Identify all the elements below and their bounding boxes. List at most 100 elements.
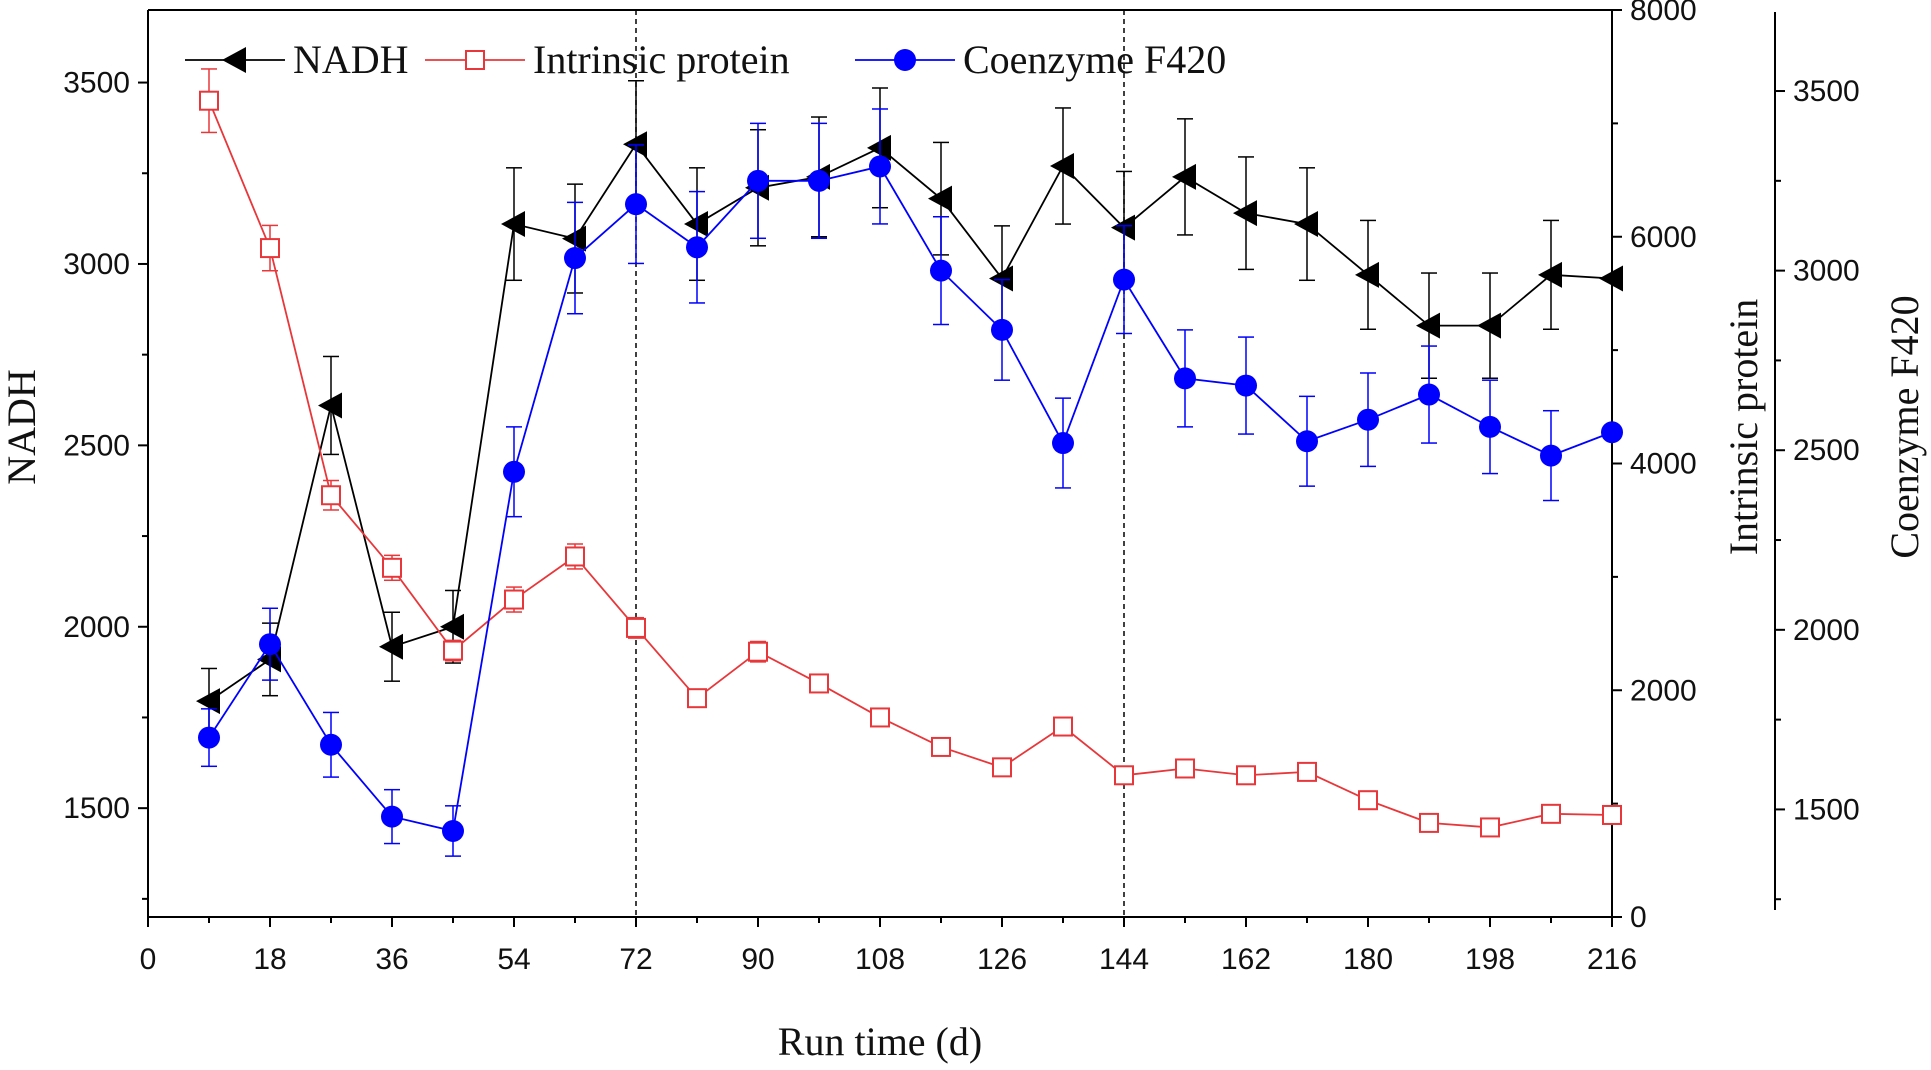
axes: 0 18 36 54 72 90 108 126 144 162 180 198 216 1500 2000… [63, 0, 1860, 976]
legend: NADH Intrinsic protein Coenzyme F420 [185, 37, 1226, 82]
left-tick-label: 2000 [63, 611, 130, 644]
data-point-intrinsic-protein [1419, 812, 1439, 833]
data-point-intrinsic-protein [870, 707, 890, 728]
series-intrinsic-protein [199, 68, 1622, 838]
data-point-coenzyme-f420 [1174, 367, 1196, 390]
data-point-intrinsic-protein [1480, 817, 1500, 838]
data-point-nadh [928, 185, 952, 212]
data-point-nadh [1538, 261, 1562, 288]
data-point-nadh [867, 134, 891, 161]
data-point-coenzyme-f420 [869, 155, 891, 178]
data-point-intrinsic-protein [443, 640, 463, 661]
data-point-coenzyme-f420 [808, 169, 830, 192]
series-layer [196, 68, 1623, 857]
data-point-intrinsic-protein [687, 688, 707, 709]
x-tick-label: 72 [619, 943, 652, 976]
data-point-intrinsic-protein [565, 546, 585, 567]
right-tick-label: 8000 [1630, 0, 1697, 27]
left-axis-title: NADH [0, 369, 44, 485]
legend-label-intrinsic-protein: Intrinsic protein [533, 37, 790, 82]
data-point-intrinsic-protein [931, 736, 951, 757]
data-point-coenzyme-f420 [991, 318, 1013, 341]
right-tick-label: 6000 [1630, 221, 1697, 254]
legend-label-nadh: NADH [293, 37, 409, 82]
data-point-intrinsic-protein [1602, 804, 1622, 825]
legend-marker-coenzyme-f420 [894, 49, 916, 71]
data-point-nadh [1050, 153, 1074, 180]
data-point-coenzyme-f420 [1540, 444, 1562, 467]
left-tick-label: 2500 [63, 429, 130, 462]
data-point-coenzyme-f420 [1418, 383, 1440, 406]
x-tick-label: 126 [977, 943, 1027, 976]
left-tick-label: 3000 [63, 248, 130, 281]
data-point-intrinsic-protein [382, 557, 402, 578]
x-axis-title: Run time (d) [778, 1019, 982, 1064]
x-tick-label: 18 [253, 943, 286, 976]
data-point-intrinsic-protein [1175, 758, 1195, 779]
data-point-intrinsic-protein [1358, 790, 1378, 811]
right-axis-title: Intrinsic protein [1721, 299, 1766, 556]
data-point-coenzyme-f420 [1479, 415, 1501, 438]
plot-frame [147, 9, 1776, 918]
outer-tick-label: 3500 [1793, 75, 1860, 108]
legend-label-coenzyme-f420: Coenzyme F420 [963, 37, 1226, 82]
outer-tick-label: 1500 [1793, 793, 1860, 826]
series-coenzyme-f420 [198, 108, 1623, 857]
reference-lines [635, 10, 1125, 917]
data-point-coenzyme-f420 [1235, 374, 1257, 397]
data-point-intrinsic-protein [504, 589, 524, 610]
data-point-coenzyme-f420 [625, 193, 647, 216]
data-point-coenzyme-f420 [259, 633, 281, 656]
data-point-coenzyme-f420 [1052, 432, 1074, 455]
outer-tick-label: 2500 [1793, 434, 1860, 467]
data-point-coenzyme-f420 [442, 819, 464, 842]
x-tick-label: 162 [1221, 943, 1271, 976]
data-point-nadh [1355, 261, 1379, 288]
data-point-nadh [562, 225, 586, 252]
legend-entry-nadh: NADH [185, 37, 409, 82]
x-tick-label: 54 [497, 943, 530, 976]
series-line-intrinsic-protein [208, 100, 1613, 829]
data-point-coenzyme-f420 [198, 726, 220, 749]
data-point-nadh [1111, 214, 1135, 241]
data-point-coenzyme-f420 [381, 805, 403, 828]
data-point-intrinsic-protein [1236, 765, 1256, 786]
data-point-coenzyme-f420 [503, 460, 525, 483]
legend-entry-coenzyme-f420: Coenzyme F420 [855, 37, 1226, 82]
data-point-nadh [1599, 265, 1623, 292]
data-point-nadh [684, 211, 708, 238]
outer-tick-label: 3000 [1793, 255, 1860, 288]
data-point-coenzyme-f420 [1113, 268, 1135, 291]
axis-titles: Run time (d) NADH Intrinsic protein Coen… [0, 295, 1927, 1064]
data-point-coenzyme-f420 [1357, 408, 1379, 431]
x-tick-label: 180 [1343, 943, 1393, 976]
x-tick-label: 144 [1099, 943, 1149, 976]
data-point-coenzyme-f420 [1601, 421, 1623, 444]
left-tick-label: 3500 [63, 67, 130, 100]
data-point-nadh [1416, 312, 1440, 339]
data-point-nadh [1477, 312, 1501, 339]
data-point-coenzyme-f420 [1296, 430, 1318, 453]
data-point-coenzyme-f420 [320, 733, 342, 756]
data-point-intrinsic-protein [992, 757, 1012, 778]
data-point-nadh [1294, 211, 1318, 238]
right-tick-label: 2000 [1630, 674, 1697, 707]
series-nadh [196, 79, 1623, 735]
data-point-coenzyme-f420 [686, 236, 708, 259]
right-tick-label: 4000 [1630, 448, 1697, 481]
x-tick-label: 216 [1587, 943, 1637, 976]
data-point-intrinsic-protein [199, 90, 219, 111]
x-tick-label: 198 [1465, 943, 1515, 976]
data-point-nadh [989, 265, 1013, 292]
data-point-intrinsic-protein [748, 641, 768, 662]
data-point-nadh [318, 392, 342, 419]
right-tick-label: 0 [1630, 901, 1647, 934]
data-point-nadh [440, 613, 464, 640]
data-point-nadh [196, 688, 220, 715]
data-point-nadh [379, 633, 403, 660]
data-point-nadh [1233, 200, 1257, 227]
legend-marker-intrinsic-protein [465, 50, 485, 70]
data-point-intrinsic-protein [1053, 716, 1073, 737]
data-point-intrinsic-protein [626, 617, 646, 638]
